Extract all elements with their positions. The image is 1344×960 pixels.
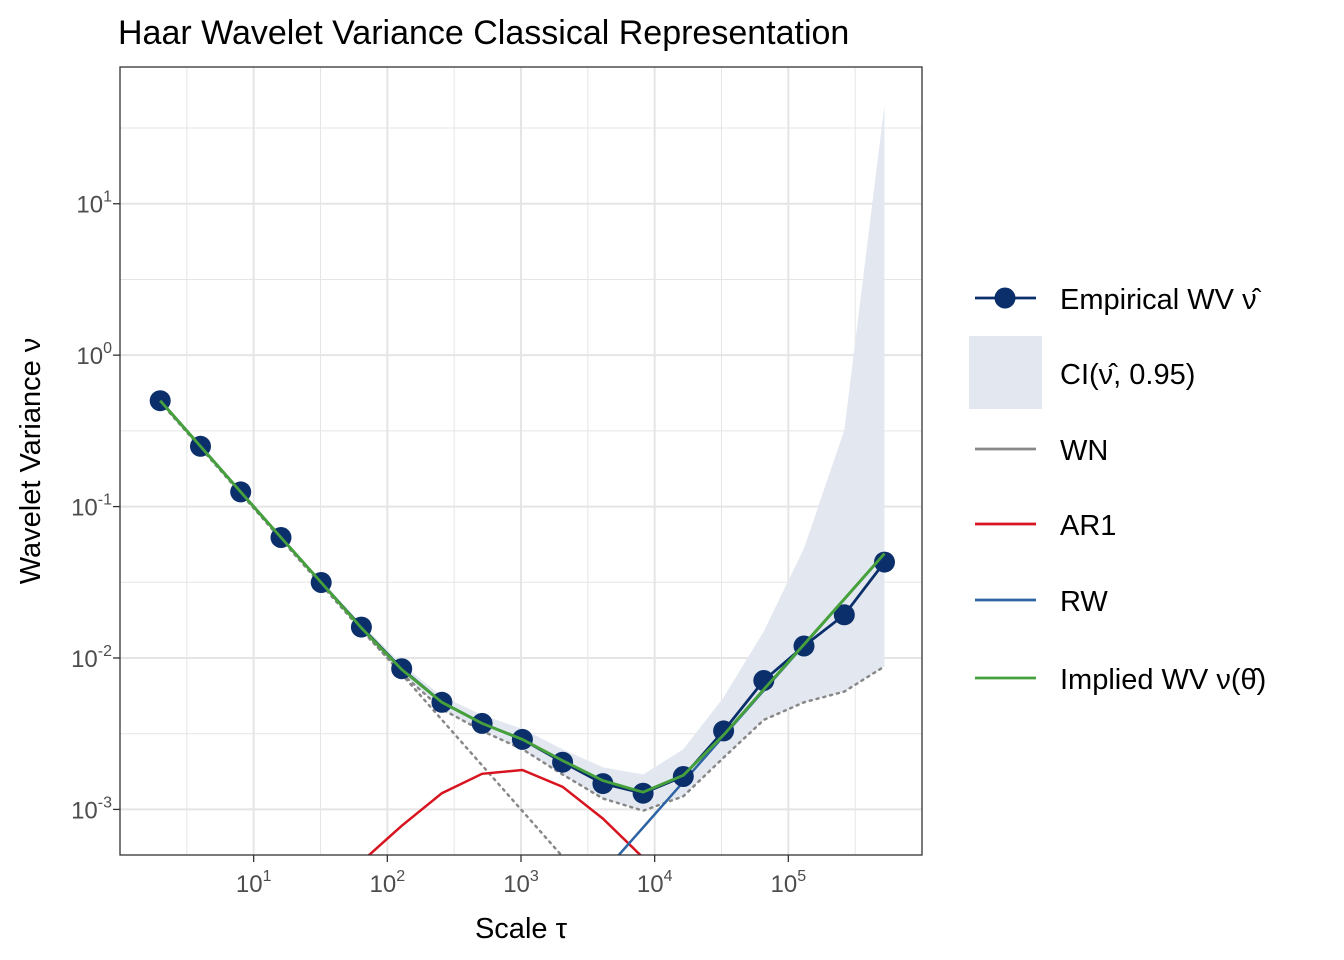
x-axis-ticks: 101 102 103 104 105 [236,855,806,898]
x-tick-label: 102 [370,868,406,898]
legend-item-empirical: Empirical WV ν̂ [975,284,1262,316]
legend-item-ci: CI(ν̂, 0.95) [969,336,1195,409]
y-axis-label: Wavelet Variance ν [15,338,47,585]
legend-item-wn: WN [975,435,1108,467]
x-axis-label: Scale τ [475,913,568,945]
empirical-point [713,720,735,742]
empirical-point [753,670,775,691]
x-tick-label: 104 [637,868,673,898]
legend-label-ar1: AR1 [1060,510,1116,542]
legend-item-implied: Implied WV ν(θ̂) [975,664,1266,696]
legend-label-implied: Implied WV ν(θ̂) [1060,664,1266,696]
y-tick-label: 10-1 [71,492,112,522]
chart-title: Haar Wavelet Variance Classical Represen… [118,14,849,52]
y-axis-ticks: 10-3 10-2 10-1 100 101 [71,189,120,824]
ci-band [160,104,885,811]
legend-label-wn: WN [1060,435,1108,467]
x-tick-label: 103 [503,868,539,898]
points-layer [149,390,895,804]
y-tick-label: 10-3 [71,794,112,824]
legend-item-rw: RW [975,586,1108,618]
ci-band-layer [160,104,885,811]
legend-label-empirical: Empirical WV ν̂ [1060,284,1262,316]
legend-label-ci: CI(ν̂, 0.95) [1060,359,1195,391]
empirical-point [874,551,895,573]
legend-label-rw: RW [1060,586,1108,618]
ar1-line [367,768,643,855]
legend-swatch-ci [969,336,1042,409]
legend-item-ar1: AR1 [975,510,1116,542]
implied-wv-line-top [159,399,886,794]
x-tick-label: 105 [771,868,807,898]
empirical-point [833,604,855,626]
x-tick-label: 101 [236,868,272,898]
y-tick-label: 10-2 [71,643,112,673]
legend: Empirical WV ν̂ CI(ν̂, 0.95) WN AR1 RW Implie… [969,284,1266,696]
y-tick-label: 101 [76,189,112,219]
y-tick-label: 100 [76,340,112,370]
legend-point-empirical [994,287,1016,309]
empirical-point [552,751,574,773]
